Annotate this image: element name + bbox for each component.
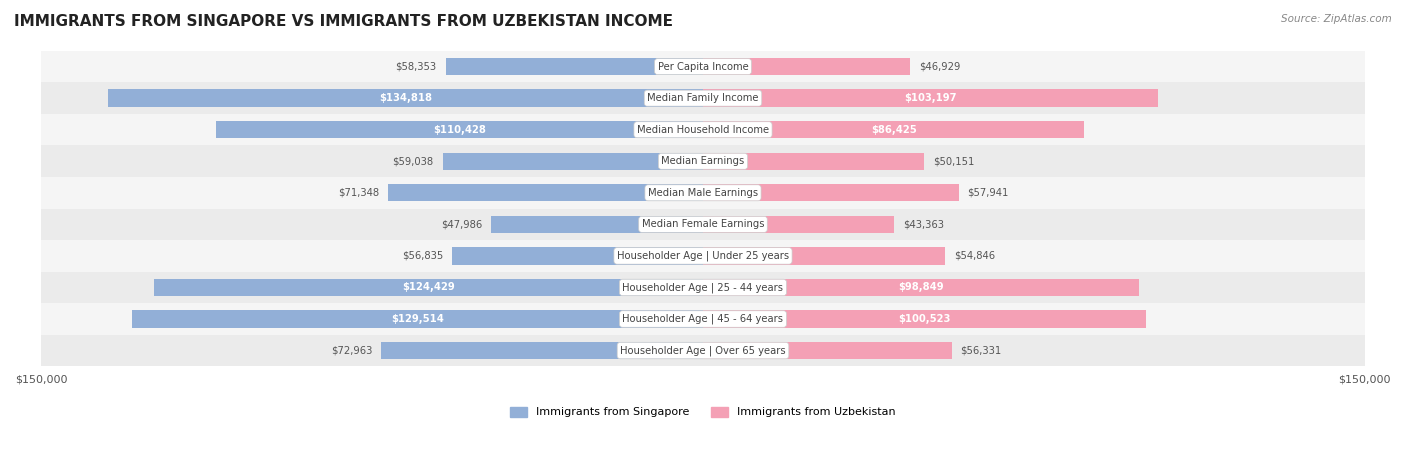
Text: Median Female Earnings: Median Female Earnings [641, 219, 765, 229]
Bar [41, 209, 1365, 240]
Bar [132, 311, 703, 328]
Text: $54,846: $54,846 [953, 251, 995, 261]
Text: Per Capita Income: Per Capita Income [658, 62, 748, 71]
Text: $57,941: $57,941 [967, 188, 1010, 198]
Bar [703, 58, 910, 75]
Bar [703, 90, 1159, 107]
Bar [703, 247, 945, 265]
Bar [217, 121, 703, 138]
Bar [703, 121, 1084, 138]
Text: $103,197: $103,197 [904, 93, 957, 103]
Bar [703, 279, 1139, 296]
Text: $56,331: $56,331 [960, 346, 1001, 355]
Text: $43,363: $43,363 [903, 219, 943, 229]
Text: $50,151: $50,151 [934, 156, 974, 166]
Legend: Immigrants from Singapore, Immigrants from Uzbekistan: Immigrants from Singapore, Immigrants fr… [506, 402, 900, 422]
Text: Householder Age | Over 65 years: Householder Age | Over 65 years [620, 345, 786, 356]
Text: Householder Age | Under 25 years: Householder Age | Under 25 years [617, 251, 789, 261]
Text: IMMIGRANTS FROM SINGAPORE VS IMMIGRANTS FROM UZBEKISTAN INCOME: IMMIGRANTS FROM SINGAPORE VS IMMIGRANTS … [14, 14, 673, 29]
Bar [453, 247, 703, 265]
Text: $58,353: $58,353 [395, 62, 437, 71]
Text: $71,348: $71,348 [339, 188, 380, 198]
Text: Median Male Earnings: Median Male Earnings [648, 188, 758, 198]
Text: $124,429: $124,429 [402, 283, 456, 292]
Bar [41, 335, 1365, 366]
Bar [41, 240, 1365, 272]
Bar [108, 90, 703, 107]
Text: $129,514: $129,514 [391, 314, 444, 324]
Text: Median Earnings: Median Earnings [661, 156, 745, 166]
Text: $134,818: $134,818 [380, 93, 432, 103]
Text: $47,986: $47,986 [441, 219, 482, 229]
Text: Householder Age | 25 - 44 years: Householder Age | 25 - 44 years [623, 282, 783, 293]
Bar [41, 82, 1365, 114]
Bar [41, 51, 1365, 82]
Text: Householder Age | 45 - 64 years: Householder Age | 45 - 64 years [623, 314, 783, 324]
Bar [41, 272, 1365, 303]
Text: $86,425: $86,425 [870, 125, 917, 134]
Bar [381, 342, 703, 359]
Text: $110,428: $110,428 [433, 125, 486, 134]
Bar [41, 303, 1365, 335]
Bar [703, 311, 1146, 328]
Text: $46,929: $46,929 [920, 62, 960, 71]
Bar [155, 279, 703, 296]
Text: Source: ZipAtlas.com: Source: ZipAtlas.com [1281, 14, 1392, 24]
Bar [41, 114, 1365, 146]
Bar [703, 153, 924, 170]
Bar [388, 184, 703, 201]
Bar [703, 184, 959, 201]
Text: $72,963: $72,963 [330, 346, 373, 355]
Bar [446, 58, 703, 75]
Bar [491, 216, 703, 233]
Bar [443, 153, 703, 170]
Text: $100,523: $100,523 [898, 314, 950, 324]
Text: $59,038: $59,038 [392, 156, 433, 166]
Text: Median Family Income: Median Family Income [647, 93, 759, 103]
Bar [41, 177, 1365, 209]
Text: $56,835: $56,835 [402, 251, 443, 261]
Bar [703, 342, 952, 359]
Text: $98,849: $98,849 [898, 283, 943, 292]
Bar [703, 216, 894, 233]
Bar [41, 146, 1365, 177]
Text: Median Household Income: Median Household Income [637, 125, 769, 134]
